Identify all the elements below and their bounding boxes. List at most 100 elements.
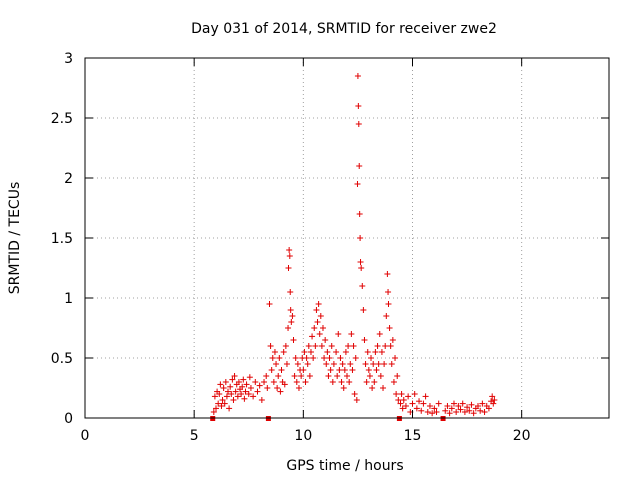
data-point xyxy=(355,121,362,127)
data-point xyxy=(351,391,358,397)
data-point xyxy=(218,403,225,409)
data-point xyxy=(268,367,275,373)
data-point xyxy=(424,409,431,415)
data-point xyxy=(444,403,451,409)
data-point xyxy=(288,319,295,325)
data-point xyxy=(250,393,257,400)
x-tick-label: 5 xyxy=(190,428,199,444)
data-point xyxy=(211,393,218,400)
data-point xyxy=(342,349,349,355)
y-axis-label: SRMTID / TECUs xyxy=(7,182,23,295)
data-point xyxy=(373,367,380,373)
data-point xyxy=(398,391,405,397)
data-point xyxy=(329,379,336,385)
data-point xyxy=(293,379,300,385)
data-point xyxy=(305,343,312,349)
data-point xyxy=(411,391,418,397)
data-point xyxy=(370,361,377,367)
data-point xyxy=(386,325,393,331)
data-point xyxy=(431,405,438,412)
data-point xyxy=(243,381,250,388)
data-point xyxy=(282,343,289,349)
data-point xyxy=(453,409,460,415)
data-point xyxy=(352,355,359,361)
data-point xyxy=(380,385,387,391)
data-point xyxy=(388,361,395,367)
data-point xyxy=(277,388,284,395)
data-point xyxy=(376,331,383,337)
data-point xyxy=(261,379,268,385)
x-tick-label: 10 xyxy=(294,428,312,444)
y-tick-label: 2.5 xyxy=(51,111,73,127)
data-point xyxy=(337,355,344,361)
data-point xyxy=(489,393,496,400)
data-point xyxy=(285,325,292,331)
data-point xyxy=(390,379,397,385)
data-point xyxy=(252,379,259,385)
data-point xyxy=(294,361,301,367)
data-point xyxy=(258,397,265,403)
data-point xyxy=(333,349,340,355)
data-point xyxy=(301,349,308,355)
data-point xyxy=(254,388,261,395)
x-tick-label: 0 xyxy=(81,428,90,444)
data-point xyxy=(240,376,247,383)
data-point xyxy=(336,367,343,373)
data-point xyxy=(446,410,453,417)
data-point xyxy=(235,379,242,385)
data-point xyxy=(384,271,391,277)
data-point xyxy=(466,407,473,414)
data-point xyxy=(381,361,388,367)
data-point xyxy=(245,391,252,397)
data-point xyxy=(347,361,354,367)
data-point xyxy=(324,349,331,355)
y-tick-label: 1.5 xyxy=(51,231,73,247)
data-point xyxy=(287,307,294,313)
data-point xyxy=(479,400,486,407)
data-point xyxy=(302,379,309,385)
data-point xyxy=(345,343,352,349)
data-point xyxy=(238,391,245,397)
data-point xyxy=(330,361,337,367)
data-point xyxy=(350,343,357,349)
data-point xyxy=(358,265,365,271)
data-point xyxy=(335,331,342,337)
data-point xyxy=(340,385,347,391)
data-point xyxy=(316,331,323,337)
data-point xyxy=(273,361,280,367)
data-point xyxy=(457,406,464,413)
data-point xyxy=(455,403,462,409)
y-tick-label: 1 xyxy=(64,291,73,307)
data-point xyxy=(393,391,400,397)
data-point xyxy=(213,405,219,412)
data-point xyxy=(389,337,396,343)
data-point xyxy=(217,381,224,388)
data-point xyxy=(318,343,325,349)
y-tick-label: 0.5 xyxy=(51,351,73,367)
data-point xyxy=(382,343,389,349)
data-point xyxy=(315,301,322,307)
data-point xyxy=(310,355,317,361)
data-point xyxy=(319,325,326,331)
data-point xyxy=(222,379,229,385)
data-point xyxy=(395,397,402,403)
data-point xyxy=(321,355,328,361)
data-point xyxy=(402,403,409,409)
data-point xyxy=(485,405,492,412)
data-point xyxy=(309,333,316,340)
data-point xyxy=(372,349,379,355)
data-point xyxy=(363,379,370,385)
data-point xyxy=(481,409,488,415)
data-point xyxy=(346,379,353,385)
data-point xyxy=(311,325,318,331)
data-point xyxy=(298,373,305,379)
data-point xyxy=(435,400,442,407)
data-point xyxy=(278,367,285,373)
data-point xyxy=(286,253,293,259)
data-point xyxy=(314,319,321,325)
data-point xyxy=(247,385,254,391)
data-point xyxy=(392,355,399,361)
data-point xyxy=(283,361,290,367)
data-point xyxy=(344,373,350,379)
